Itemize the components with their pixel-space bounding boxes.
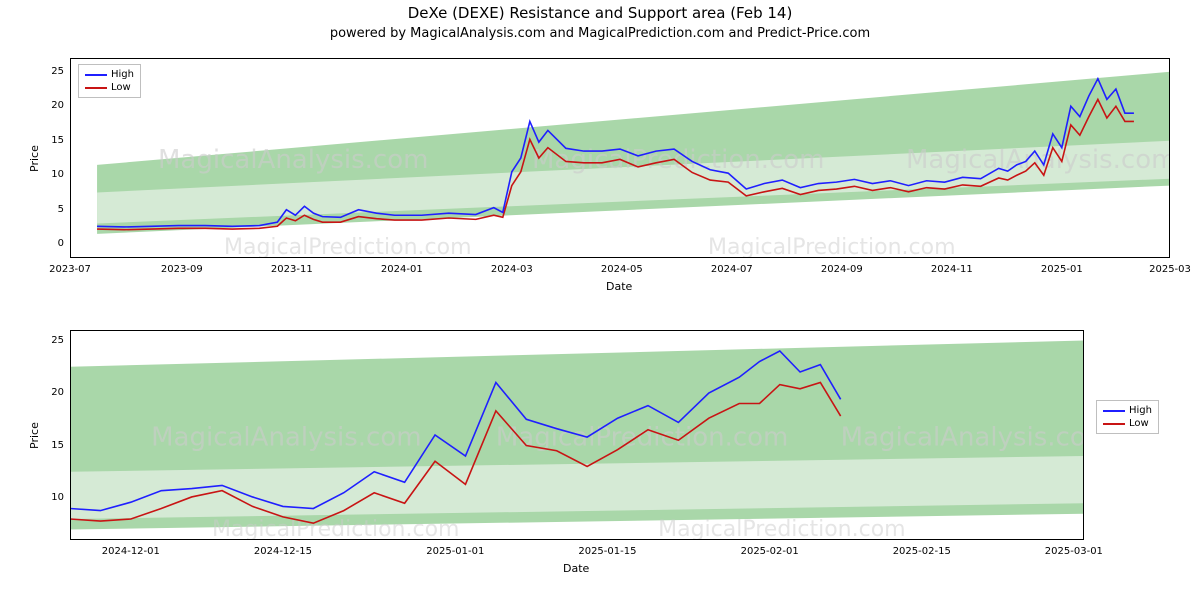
- bottom-chart-ylabel: Price: [28, 422, 41, 449]
- xtick-label: 2024-07: [711, 264, 753, 275]
- legend-row: Low: [1103, 418, 1152, 429]
- xtick-label: 2024-01: [381, 264, 423, 275]
- xtick-label: 2023-09: [161, 264, 203, 275]
- legend-label: High: [111, 69, 134, 80]
- xtick-label: 2023-07: [49, 264, 91, 275]
- legend-swatch: [85, 87, 107, 89]
- xtick-label: 2024-11: [931, 264, 973, 275]
- ytick-label: 15: [51, 440, 64, 451]
- xtick-label: 2025-01-15: [578, 546, 636, 557]
- figure: DeXe (DEXE) Resistance and Support area …: [0, 0, 1200, 600]
- legend-swatch: [1103, 423, 1125, 425]
- legend-row: High: [1103, 405, 1152, 416]
- xtick-label: 2025-03-01: [1045, 546, 1103, 557]
- ytick-label: 15: [51, 135, 64, 146]
- xtick-label: 2025-01: [1041, 264, 1083, 275]
- legend-swatch: [85, 74, 107, 76]
- bottom-chart-axes: MagicalAnalysis.com MagicalPrediction.com…: [70, 330, 1084, 540]
- top-chart-svg: MagicalAnalysis.com MagicalPrediction.com…: [70, 58, 1170, 258]
- bottom-chart-legend: High Low: [1096, 400, 1159, 434]
- svg-text:MagicalPrediction.com: MagicalPrediction.com: [212, 517, 460, 540]
- legend-label: Low: [111, 82, 131, 93]
- xtick-label: 2025-01-01: [426, 546, 484, 557]
- svg-text:MagicalAnalysis.com: MagicalAnalysis.com: [158, 145, 428, 175]
- top-chart-legend: High Low: [78, 64, 141, 98]
- bottom-chart-xlabel: Date: [563, 562, 589, 575]
- top-chart-xlabel: Date: [606, 280, 632, 293]
- ytick-label: 5: [58, 204, 64, 215]
- ytick-label: 25: [51, 66, 64, 77]
- bottom-chart-svg: MagicalAnalysis.com MagicalPrediction.com…: [70, 330, 1084, 540]
- xtick-label: 2024-12-15: [254, 546, 312, 557]
- chart-subtitle: powered by MagicalAnalysis.com and Magic…: [0, 26, 1200, 41]
- ytick-label: 10: [51, 169, 64, 180]
- top-chart-axes: MagicalAnalysis.com MagicalPrediction.com…: [70, 58, 1170, 258]
- svg-text:MagicalPrediction.com: MagicalPrediction.com: [224, 235, 472, 258]
- ytick-label: 0: [58, 238, 64, 249]
- top-chart-ylabel: Price: [28, 145, 41, 172]
- legend-swatch: [1103, 410, 1125, 412]
- ytick-label: 10: [51, 492, 64, 503]
- svg-text:MagicalAnalysis.com: MagicalAnalysis.com: [906, 145, 1170, 175]
- xtick-label: 2025-02-15: [893, 546, 951, 557]
- xtick-label: 2023-11: [271, 264, 313, 275]
- ytick-label: 20: [51, 100, 64, 111]
- svg-text:MagicalAnalysis.com: MagicalAnalysis.com: [841, 423, 1084, 453]
- xtick-label: 2025-03: [1149, 264, 1191, 275]
- chart-main-title: DeXe (DEXE) Resistance and Support area …: [0, 4, 1200, 22]
- svg-text:MagicalPrediction.com: MagicalPrediction.com: [708, 235, 956, 258]
- legend-label: High: [1129, 405, 1152, 416]
- ytick-label: 25: [51, 335, 64, 346]
- svg-text:MagicalAnalysis.com: MagicalAnalysis.com: [151, 423, 421, 453]
- xtick-label: 2024-12-01: [102, 546, 160, 557]
- xtick-label: 2024-03: [491, 264, 533, 275]
- ytick-label: 20: [51, 387, 64, 398]
- legend-row: Low: [85, 82, 134, 93]
- xtick-label: 2024-05: [601, 264, 643, 275]
- legend-label: Low: [1129, 418, 1149, 429]
- xtick-label: 2025-02-01: [741, 546, 799, 557]
- legend-row: High: [85, 69, 134, 80]
- xtick-label: 2024-09: [821, 264, 863, 275]
- svg-text:MagicalPrediction.com: MagicalPrediction.com: [658, 517, 906, 540]
